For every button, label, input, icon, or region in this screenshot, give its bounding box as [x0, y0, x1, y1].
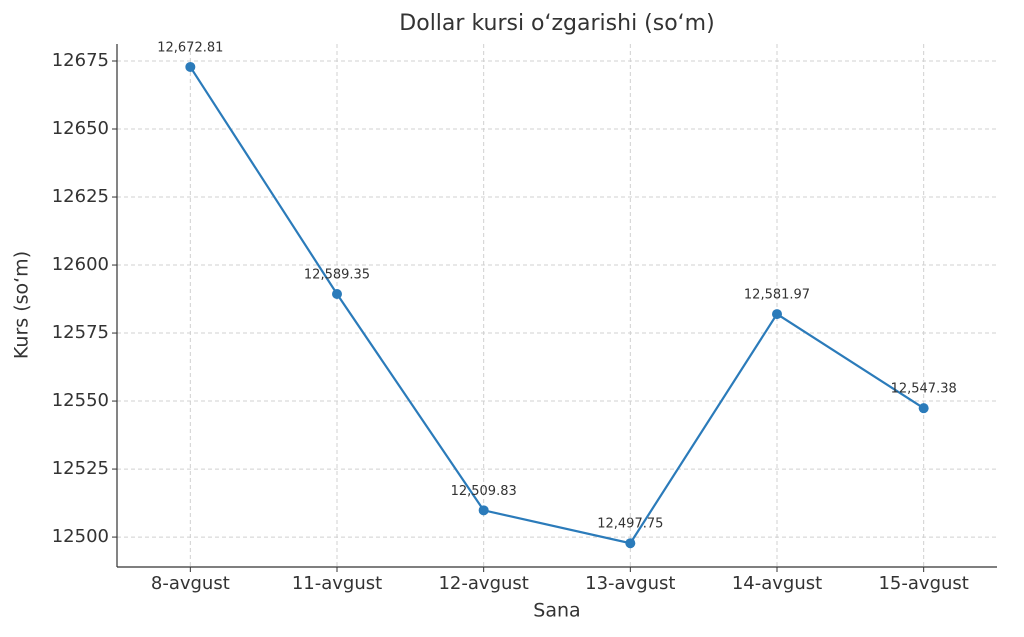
line — [189, 66, 925, 545]
y-tick-label: 12650 — [52, 118, 109, 139]
data-label: 12,509.83 — [451, 484, 517, 499]
y-tick-label: 12675 — [52, 50, 109, 71]
x-tick-label: 11-avgust — [292, 573, 382, 594]
y-tick-label: 12525 — [52, 458, 109, 479]
y-tick-label: 12625 — [52, 186, 109, 207]
data-label: 12,581.97 — [744, 288, 810, 303]
y-tick-label: 12600 — [52, 254, 109, 275]
point — [772, 309, 782, 320]
x-axis-label: Sana — [533, 600, 580, 622]
point — [918, 403, 929, 414]
x-tick-label: 14-avgust — [732, 573, 822, 594]
point — [332, 289, 342, 300]
data-label: 12,589.35 — [304, 268, 370, 283]
data-label: 12,497.75 — [597, 517, 663, 532]
y-tick-label: 12550 — [52, 390, 109, 411]
x-tick-label: 15-avgust — [878, 573, 968, 594]
point — [478, 505, 489, 516]
x-tick-label: 12-avgust — [438, 573, 528, 594]
point — [625, 538, 636, 549]
chart-title: Dollar kursi o‘zgarishi (so‘m) — [399, 11, 714, 36]
data-label: 12,672.81 — [157, 40, 223, 55]
y-tick-label: 12500 — [52, 526, 109, 547]
y-tick-label: 12575 — [52, 322, 109, 343]
x-tick-label: 13-avgust — [585, 573, 675, 594]
data-label: 12,547.38 — [891, 382, 957, 397]
y-axis-label: Kurs (so‘m) — [11, 251, 33, 359]
point — [185, 61, 196, 72]
x-tick-label: 8-avgust — [151, 573, 230, 594]
